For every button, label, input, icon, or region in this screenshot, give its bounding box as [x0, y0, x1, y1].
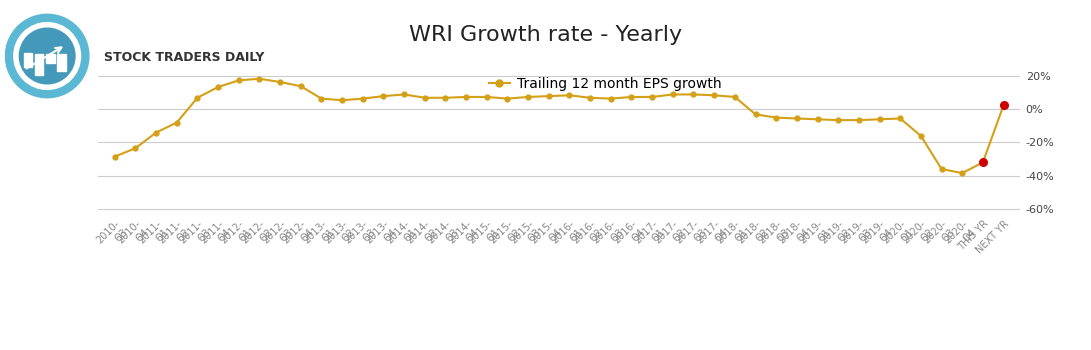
Text: STOCK TRADERS DAILY: STOCK TRADERS DAILY — [104, 51, 264, 64]
Circle shape — [20, 28, 75, 84]
Bar — [24, 53, 33, 67]
Circle shape — [5, 14, 89, 98]
Legend: Trailing 12 month EPS growth: Trailing 12 month EPS growth — [483, 71, 727, 97]
Bar — [35, 54, 44, 75]
Bar — [58, 54, 65, 71]
Circle shape — [14, 23, 81, 89]
Bar — [46, 54, 55, 63]
Text: WRI Growth rate - Yearly: WRI Growth rate - Yearly — [409, 25, 682, 45]
